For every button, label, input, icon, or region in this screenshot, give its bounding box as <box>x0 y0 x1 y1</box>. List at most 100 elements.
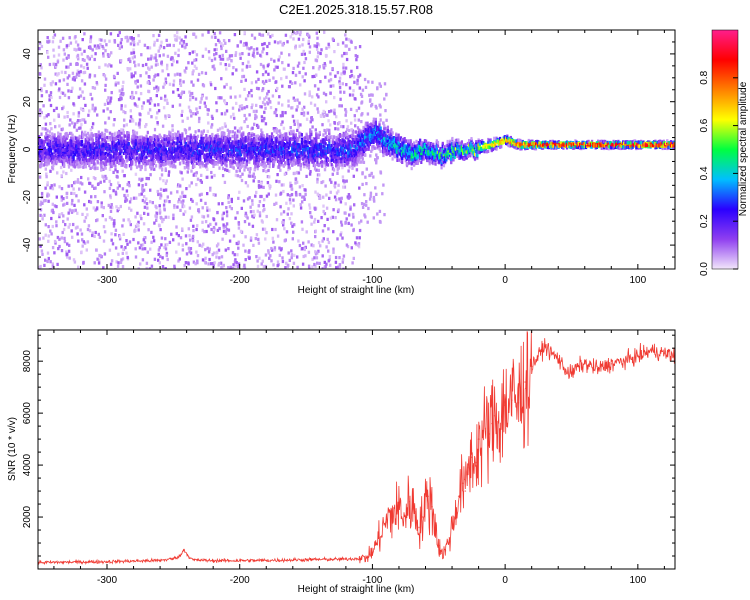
band-cell <box>38 151 41 155</box>
noise-cell <box>184 35 187 39</box>
band-cell <box>231 161 234 165</box>
band-cell <box>61 144 65 149</box>
band-cell <box>141 137 145 141</box>
band-cell <box>151 157 154 161</box>
noise-cell <box>277 101 280 105</box>
noise-cell <box>350 73 354 78</box>
band-cell <box>53 155 56 159</box>
noise-cell <box>261 42 264 47</box>
noise-cell <box>238 127 242 131</box>
band-cell <box>192 145 195 149</box>
noise-cell <box>308 50 311 54</box>
noise-cell <box>132 40 135 44</box>
noise-cell <box>265 214 268 219</box>
noise-cell <box>116 71 119 75</box>
band-cell <box>102 134 105 138</box>
band-cell <box>73 147 76 151</box>
band-cell <box>153 137 157 142</box>
band-cell <box>76 160 79 164</box>
band-cell <box>235 155 238 160</box>
band-cell <box>39 145 42 149</box>
band-cell <box>45 162 48 167</box>
noise-cell <box>71 198 74 203</box>
band-cell <box>249 152 252 156</box>
noise-cell <box>47 256 50 261</box>
noise-cell <box>310 222 313 226</box>
band-cell <box>164 142 167 146</box>
noise-cell <box>312 244 315 248</box>
band-cell <box>247 147 250 151</box>
band-cell <box>131 155 134 159</box>
noise-cell <box>192 83 195 87</box>
noise-cell <box>256 51 259 55</box>
band-cell <box>163 144 166 148</box>
band-cell <box>138 135 141 140</box>
band-cell <box>189 140 192 145</box>
noise-cell <box>50 216 53 221</box>
band-cell <box>164 134 167 139</box>
band-cell <box>83 146 86 150</box>
noise-cell <box>378 82 381 86</box>
noise-cell <box>104 121 107 125</box>
band-cell <box>170 142 173 146</box>
noise-cell <box>109 196 112 200</box>
noise-cell <box>294 177 298 181</box>
band-cell <box>219 151 222 155</box>
band-cell <box>119 138 122 142</box>
band-cell <box>145 138 148 143</box>
noise-cell <box>67 184 70 188</box>
noise-cell <box>177 259 180 263</box>
noise-cell <box>214 193 217 197</box>
noise-cell <box>225 102 228 106</box>
noise-cell <box>93 261 96 265</box>
noise-cell <box>236 44 239 48</box>
noise-cell <box>240 104 244 108</box>
noise-cell <box>347 196 350 200</box>
band-cell <box>254 165 257 169</box>
noise-cell <box>213 261 216 265</box>
band-cell <box>245 162 248 167</box>
noise-cell <box>55 224 58 228</box>
noise-cell <box>141 189 144 193</box>
band-cell <box>60 159 63 164</box>
noise-cell <box>299 83 302 87</box>
band-cell <box>151 154 154 159</box>
band-cell <box>171 155 174 159</box>
noise-cell <box>261 33 265 37</box>
band-cell <box>242 144 245 148</box>
noise-cell <box>370 149 373 153</box>
noise-cell <box>62 203 65 207</box>
band-cell <box>168 160 171 165</box>
band-cell <box>73 143 76 148</box>
noise-cell <box>224 124 227 128</box>
noise-cell <box>350 246 353 250</box>
band-cell <box>152 159 155 163</box>
noise-cell <box>261 50 264 54</box>
noise-cell <box>281 43 285 47</box>
band-cell <box>193 153 196 158</box>
band-cell <box>97 137 100 141</box>
noise-cell <box>262 66 266 70</box>
noise-cell <box>100 168 103 172</box>
noise-cell <box>245 105 249 109</box>
noise-cell <box>185 187 188 191</box>
band-cell <box>121 158 124 163</box>
noise-cell <box>118 89 121 93</box>
noise-cell <box>96 113 99 117</box>
noise-cell <box>301 195 304 199</box>
band-cell <box>216 134 219 139</box>
band-cell <box>226 155 229 159</box>
noise-cell <box>329 123 332 127</box>
noise-cell <box>184 210 187 214</box>
noise-cell <box>156 73 160 77</box>
noise-cell <box>365 200 368 204</box>
noise-cell <box>375 161 378 165</box>
band-cell <box>161 150 164 154</box>
noise-cell <box>55 106 58 110</box>
band-cell <box>40 141 43 145</box>
noise-cell <box>90 54 94 58</box>
noise-cell <box>160 60 163 64</box>
band-cell <box>221 135 225 140</box>
noise-cell <box>337 265 340 269</box>
noise-cell <box>143 247 147 251</box>
